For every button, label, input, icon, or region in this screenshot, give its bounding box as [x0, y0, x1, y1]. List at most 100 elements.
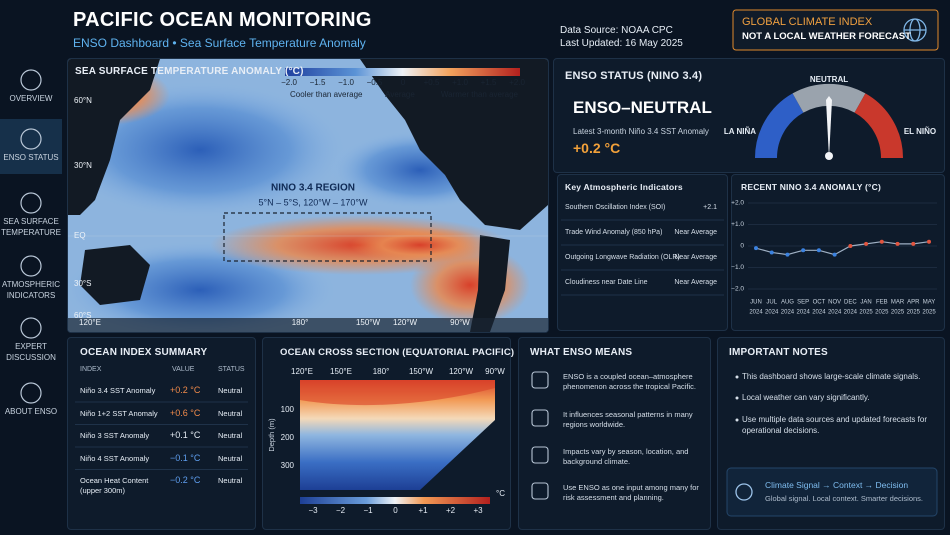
lat-label: 60°S [74, 311, 91, 320]
index-value: −0.1 °C [170, 452, 201, 463]
status-value: +0.2 °C [573, 140, 621, 156]
indicators-title: Key Atmospheric Indicators [565, 182, 683, 192]
index-value: +0.6 °C [170, 407, 201, 418]
anomaly-point [879, 239, 884, 244]
globe-icon [903, 18, 927, 42]
indicator-value: Near Average [674, 279, 717, 286]
nav-label: SEA SURFACE TEMPERATURE [1, 217, 61, 237]
index-value: +0.1 °C [170, 430, 201, 440]
x-tick-year: 2024 [781, 310, 795, 316]
info-icon [735, 483, 753, 501]
callout-text: Global signal. Local context. Smarter de… [765, 494, 923, 503]
indicator-name: Trade Wind Anomaly (850 hPa) [565, 229, 663, 236]
x-tick-year: 2024 [844, 310, 858, 316]
sst-scale-label: −0.5 [367, 78, 383, 87]
anomaly-point [832, 252, 837, 257]
y-tick-label: +1.0 [731, 221, 744, 228]
temp-scale-label: −1 [363, 506, 373, 515]
nav-label: OVERVIEW [9, 94, 53, 103]
gauge-label: NEUTRAL [810, 75, 848, 84]
index-status: Neutral [218, 408, 243, 418]
chart-title: RECENT NINO 3.4 ANOMALY (°C) [741, 182, 881, 192]
lon-label: 150°W [409, 367, 434, 376]
anomaly-line [755, 241, 930, 256]
depth-tick-label: 300 [281, 461, 295, 470]
nav-icon [20, 192, 42, 214]
x-tick-label: JUL [766, 300, 777, 306]
x-tick-year: 2025 [859, 310, 873, 316]
temp-scale-label: +1 [418, 506, 428, 515]
indicator-value: Near Average [674, 254, 717, 261]
x-tick-label: AUG [781, 300, 794, 306]
callout-title: Climate Signal → Context → Decision [765, 480, 909, 490]
gauge-label: LA NIÑA [724, 127, 756, 136]
depth-tick-label: 100 [281, 405, 295, 414]
anomaly-point [911, 241, 916, 246]
index-status: Neutral [218, 431, 243, 440]
x-tick-year: 2025 [922, 310, 936, 316]
anomaly-point [816, 248, 821, 253]
region-title: NINO 3.4 REGION [271, 183, 355, 194]
bullet [735, 396, 739, 400]
anomaly-point [864, 241, 869, 246]
anomaly-point [848, 244, 853, 248]
index-name: Niño 4 SST Anomaly [80, 453, 150, 463]
indicator-name: Outgoing Longwave Radiation (OLR) [565, 254, 680, 261]
x-tick-year: 2025 [891, 310, 905, 316]
index-name: Niño 3.4 SST Anomaly [80, 386, 156, 395]
callout-box [726, 467, 938, 517]
bullet [735, 418, 739, 422]
note-item: Use multiple data sources and updated fo… [742, 415, 927, 435]
lon-label: 120°W [449, 367, 474, 376]
enso-means-panel [518, 337, 711, 530]
lat-label: 30°N [74, 161, 92, 170]
lat-label: 30°S [74, 279, 91, 288]
x-tick-year: 2025 [907, 310, 921, 316]
x-tick-label: JUN [750, 300, 762, 306]
lat-label: 60°N [74, 96, 92, 105]
lon-label: 90°W [450, 318, 470, 327]
last-updated: Last Updated: 16 May 2025 [560, 38, 683, 49]
indicator-name: Cloudiness near Date Line [565, 279, 648, 286]
anomaly-point [754, 246, 758, 251]
lon-label: 150°E [330, 367, 352, 376]
column-header: STATUS [218, 366, 245, 373]
status-state: ENSO–NEUTRAL [573, 98, 712, 117]
status-caption: Latest 3-month Niño 3.4 SST Anomaly [573, 127, 709, 136]
lon-label: 120°E [291, 367, 313, 376]
x-tick-label: APR [907, 300, 920, 306]
indicator-value: Near Average [674, 229, 717, 236]
index-name: Niño 1+2 SST Anomaly [80, 408, 158, 418]
nav-icon [20, 255, 42, 277]
sst-scale-note: Average [385, 90, 415, 99]
nav-icon [20, 128, 42, 150]
anomaly-point [801, 248, 806, 253]
item-icon [531, 409, 549, 427]
index-name: Niño 3 SST Anomaly [80, 431, 150, 440]
x-tick-label: MAR [891, 300, 905, 306]
lon-label: 180° [373, 367, 390, 376]
x-tick-year: 2024 [765, 310, 779, 316]
index-value: +0.2 °C [170, 385, 201, 395]
summary-panel [67, 337, 256, 530]
depth-tick-label: 200 [281, 433, 295, 442]
lon-label: 120°W [393, 318, 418, 327]
notes-title: IMPORTANT NOTES [729, 347, 828, 358]
badge-text: NOT A LOCAL WEATHER FORECAST [742, 31, 911, 42]
anomaly-point [927, 239, 931, 244]
status-title: ENSO STATUS (NINO 3.4) [565, 70, 703, 82]
item-icon [531, 371, 549, 389]
nav-label: ENSO STATUS [3, 153, 59, 162]
anomaly-point [769, 250, 774, 255]
x-tick-year: 2024 [828, 310, 842, 316]
x-tick-year: 2024 [797, 310, 811, 316]
temp-scale-label: −2 [336, 506, 346, 515]
map-title: SEA SURFACE TEMPERATURE ANOMALY (°C) [75, 66, 304, 77]
temp-scale-label: +2 [446, 506, 456, 515]
nav-label: ATMOSPHERIC INDICATORS [1, 280, 61, 300]
sst-scale-label: 0 [401, 78, 406, 87]
x-tick-label: OCT [813, 300, 826, 306]
y-tick-label: −2.0 [731, 286, 744, 293]
